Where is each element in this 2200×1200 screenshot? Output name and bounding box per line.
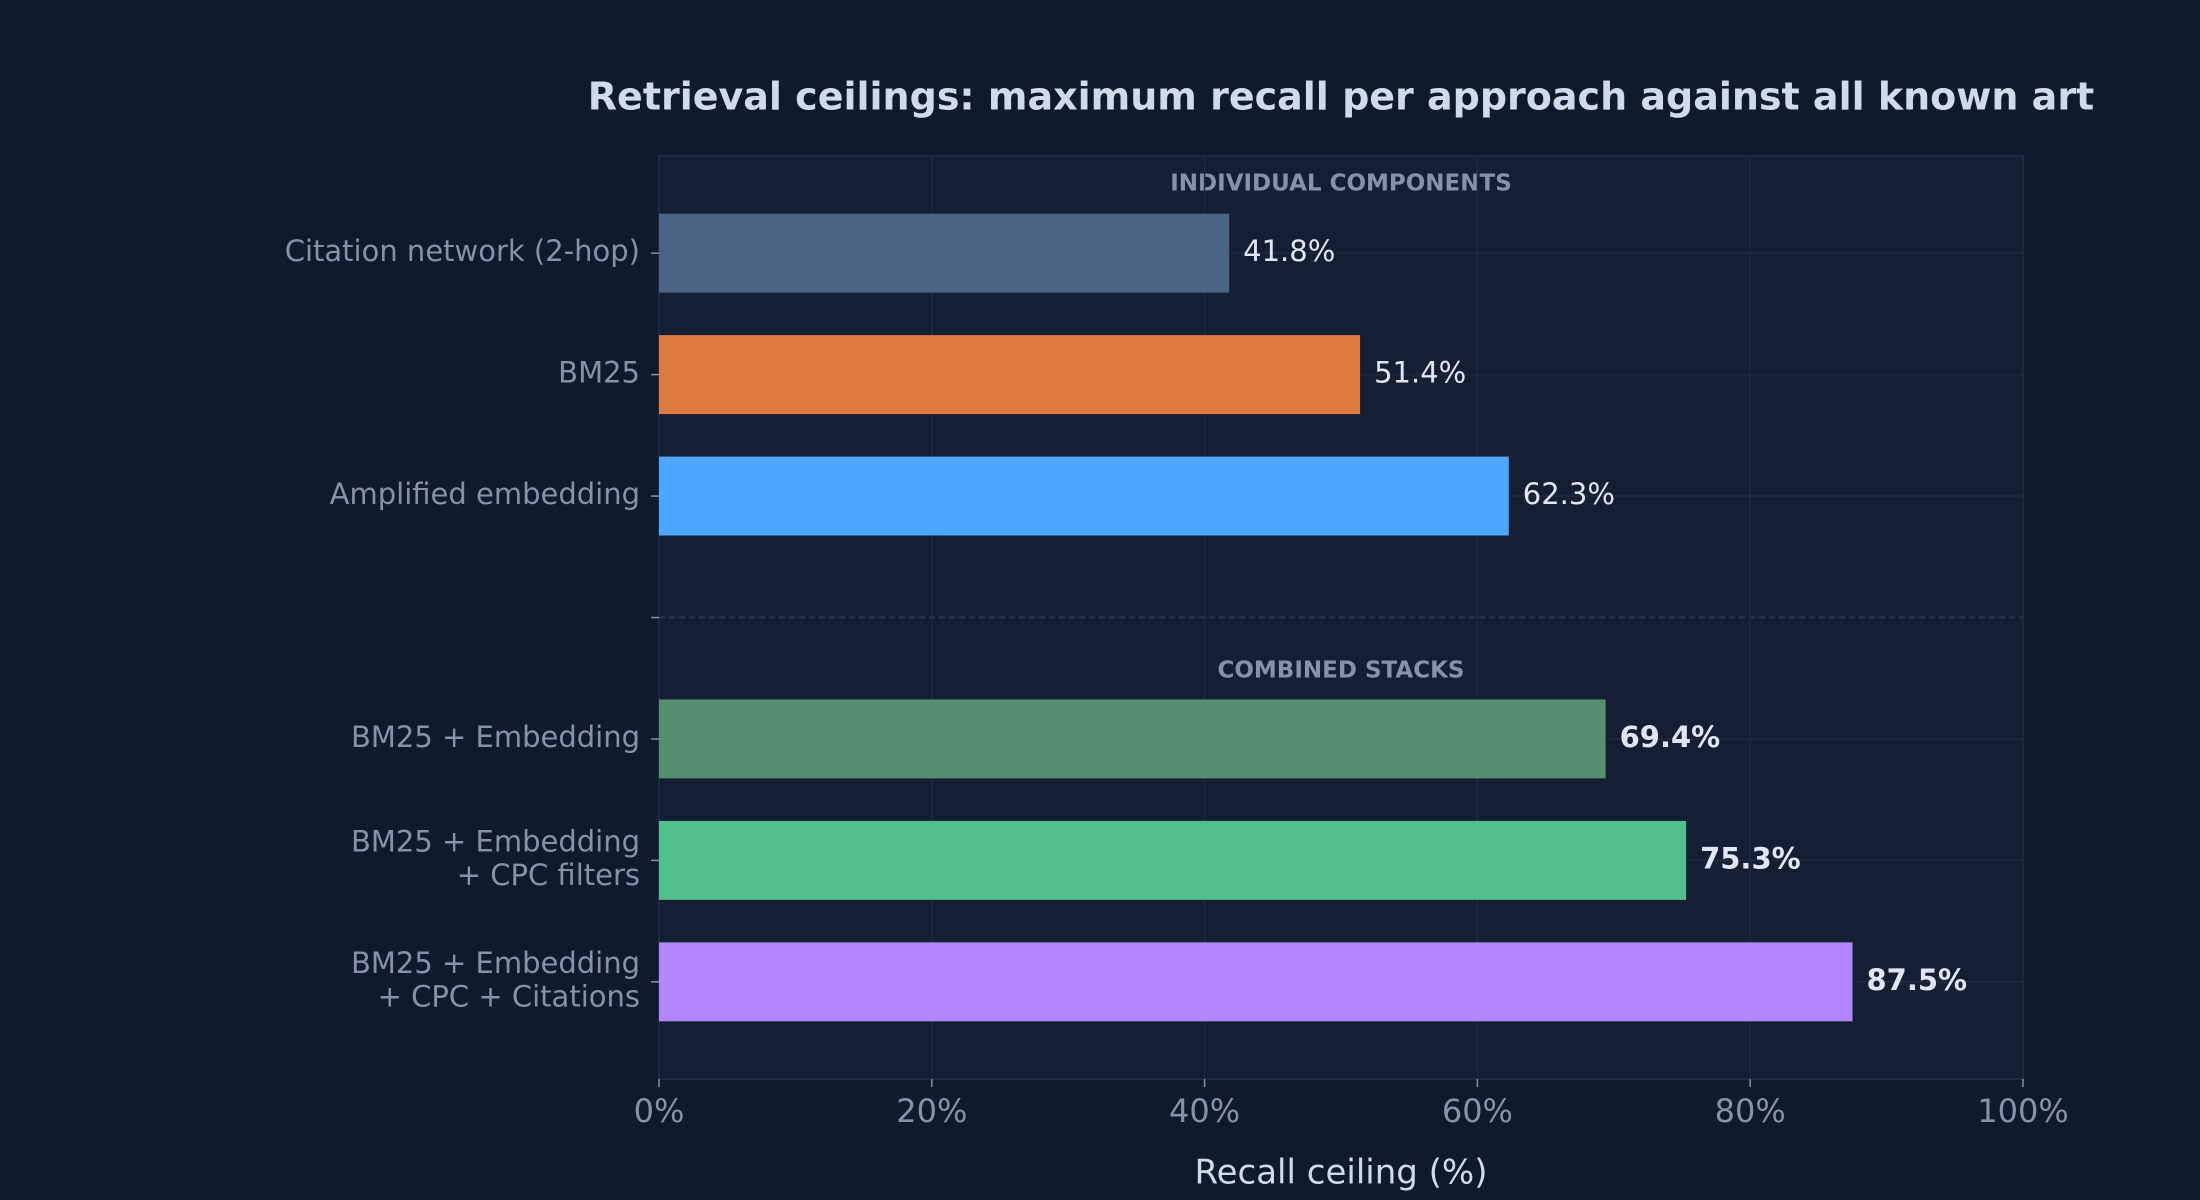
value-label: 75.3% (1700, 841, 1801, 875)
x-axis-label: Recall ceiling (%) (1195, 1153, 1488, 1193)
y-tick-label: BM25 + Embedding (351, 720, 640, 754)
section-label: INDIVIDUAL COMPONENTS (1170, 171, 1512, 197)
bar (659, 213, 1230, 293)
bar (659, 699, 1606, 779)
x-tick-label: 20% (896, 1092, 967, 1130)
bar (659, 456, 1509, 536)
y-tick-label: BM25 + Embedding + CPC filters (351, 825, 640, 892)
x-tick-label: 80% (1715, 1092, 1786, 1130)
value-label: 51.4% (1374, 356, 1466, 390)
value-label: 41.8% (1243, 234, 1335, 268)
value-label: 69.4% (1620, 720, 1721, 754)
section-label: COMBINED STACKS (1217, 658, 1464, 684)
y-tick-label: BM25 + Embedding + CPC + Citations (351, 946, 640, 1013)
x-tick-label: 40% (1169, 1092, 1240, 1130)
x-tick-label: 100% (1977, 1092, 2068, 1130)
value-label: 62.3% (1523, 477, 1615, 511)
bar (659, 820, 1687, 900)
y-tick-label: BM25 (558, 356, 640, 390)
chart-title: Retrieval ceilings: maximum recall per a… (588, 75, 2094, 119)
value-label: 87.5% (1867, 963, 1968, 997)
y-tick-label: Amplified embedding (330, 477, 640, 511)
y-tick-label: Citation network (2-hop) (285, 234, 640, 268)
bar (659, 335, 1361, 415)
bar (659, 942, 1853, 1022)
x-tick-label: 60% (1442, 1092, 1513, 1130)
x-tick-label: 0% (634, 1092, 685, 1130)
